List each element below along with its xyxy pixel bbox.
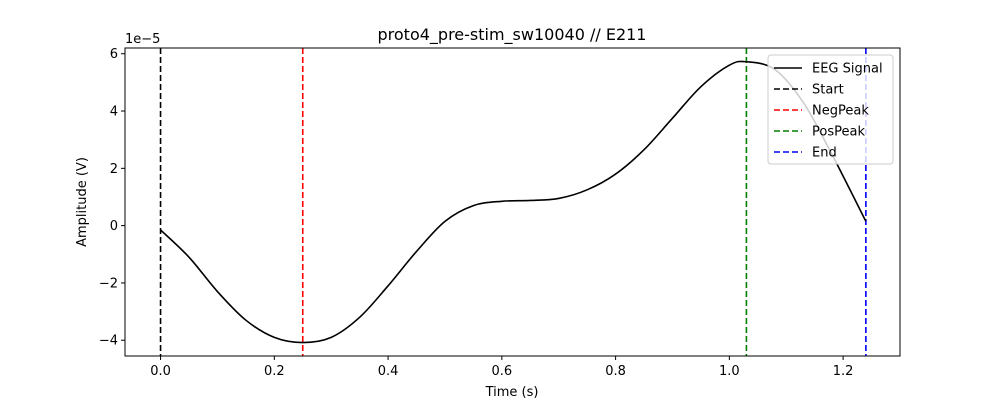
x-axis-ticks: 0.0 0.2 0.4 0.6 0.8 1.0 1.2 [150,356,853,379]
y-tick-label: −4 [99,334,118,349]
x-tick-label: 1.0 [719,364,740,379]
x-tick-label: 1.2 [833,364,854,379]
y-tick-label: 0 [110,219,118,234]
chart-title: proto4_pre-stim_sw10040 // E211 [378,25,647,45]
y-axis-ticks: −4 −2 0 2 4 6 [99,47,125,349]
x-tick-label: 0.6 [491,364,512,379]
legend-label-negpeak: NegPeak [812,104,869,119]
legend-box [767,54,894,165]
series-lines [159,60,867,344]
legend: EEG Signal Start NegPeak PosPeak End [767,54,894,165]
x-tick-label: 0.4 [378,364,399,379]
y-tick-label: −2 [99,276,118,291]
x-tick-label: 0.8 [605,364,626,379]
x-tick-label: 0.0 [150,364,171,379]
y-tick-label: 4 [110,105,118,120]
marker-lines [159,48,867,356]
x-tick-label: 0.2 [264,364,285,379]
y-tick-label: 2 [110,162,118,177]
series-line-eeg-signal [159,60,867,344]
legend-label-pospeak: PosPeak [812,125,865,140]
y-scale-label: 1e−5 [125,32,160,47]
plot-frame [124,47,901,357]
legend-label-start: Start [812,83,844,98]
legend-label-end: End [812,146,837,161]
legend-label-eeg-signal: EEG Signal [812,62,883,77]
y-axis-label: Amplitude (V) [75,157,90,247]
x-axis-label: Time (s) [485,385,539,400]
y-tick-label: 6 [110,47,118,62]
